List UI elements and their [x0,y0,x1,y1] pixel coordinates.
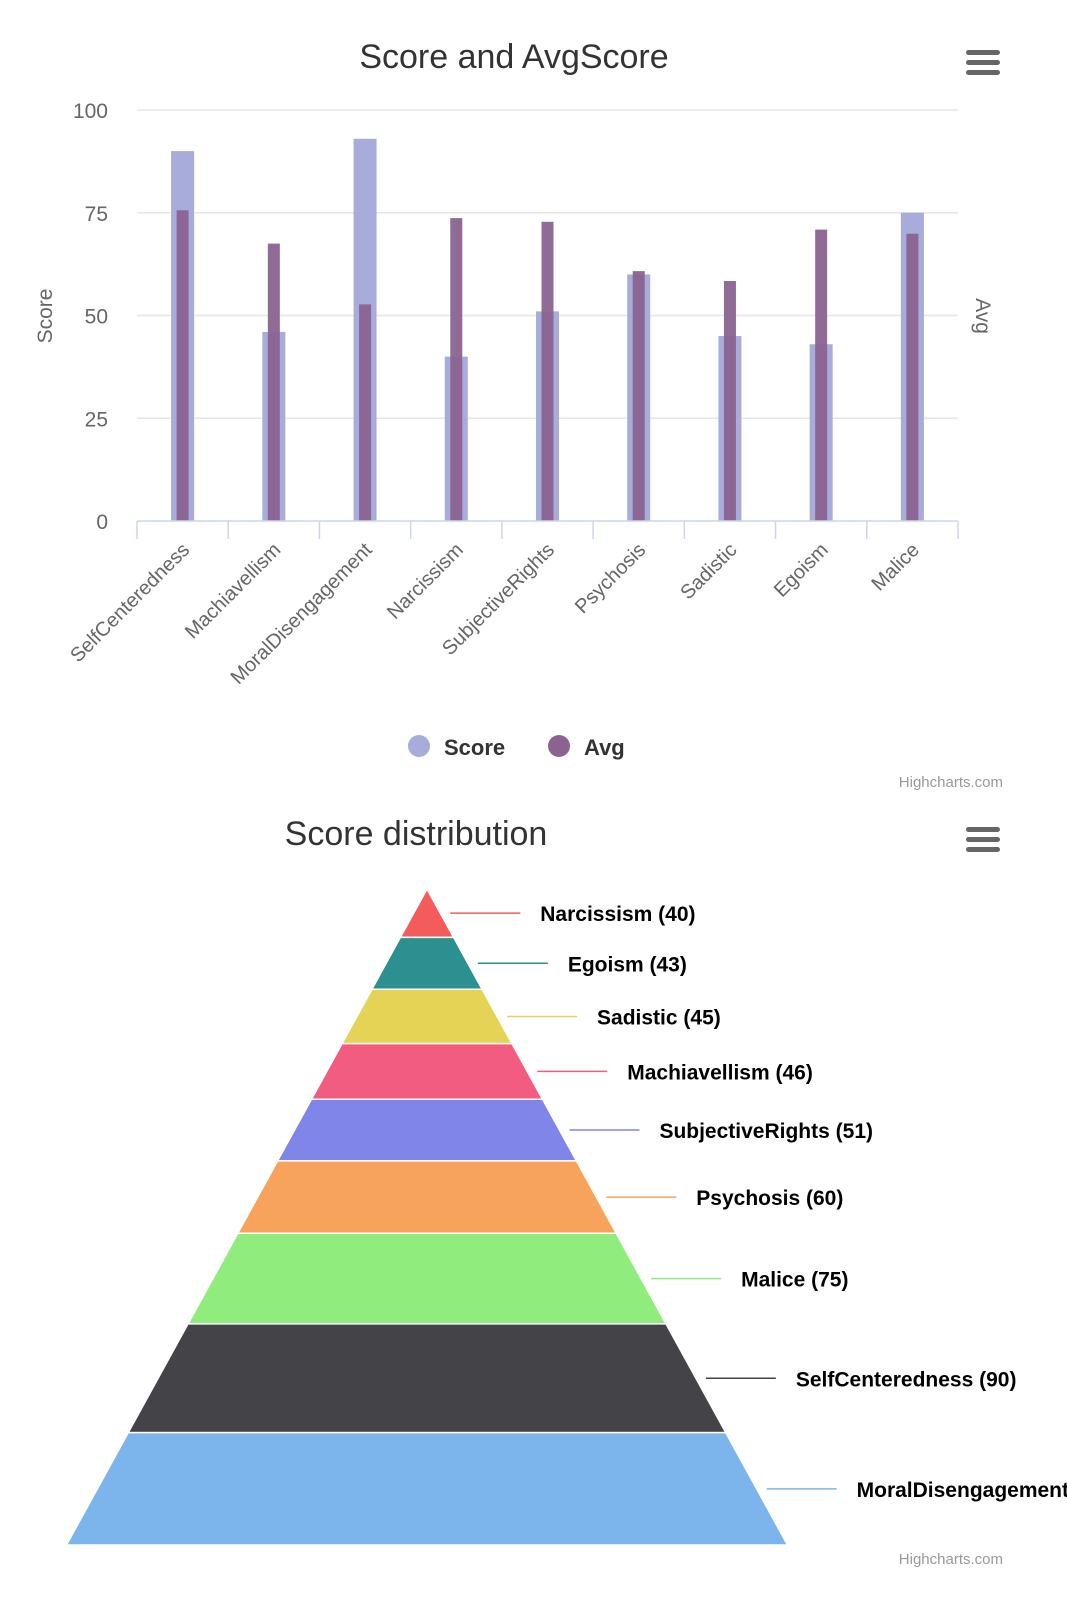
credits[interactable]: Highcharts.com [899,774,1003,791]
pyramid-segment-sadistic[interactable] [340,988,514,1045]
chart-menu-button[interactable] [966,50,1000,78]
legend-item-avg[interactable]: Avg [584,735,625,760]
data-label: Egoism (43) [568,953,687,976]
pyramid-segment-egoism[interactable] [370,936,484,991]
x-tick-label: Malice [867,539,923,595]
pyramid-segment-narcissism[interactable] [399,887,455,939]
avg-bar [906,233,919,521]
legend-item-score[interactable]: Score [444,735,505,760]
chart-title: Score distribution [285,815,548,853]
avg-bar [541,221,554,522]
x-tick-label: Sadistic [676,539,741,604]
x-tick-label: Egoism [770,539,833,602]
data-label: Psychosis (60) [696,1187,843,1210]
y-axis-right-title: Avg [971,298,994,334]
data-label: SelfCenteredness (90) [796,1368,1017,1391]
avg-bar [815,229,828,521]
y-tick-label: 75 [85,203,108,226]
y-tick-label: 50 [85,306,108,329]
legend-marker [408,735,430,757]
y-tick-label: 100 [73,100,108,123]
data-label: Malice (75) [741,1269,848,1292]
avg-bar [723,280,736,521]
x-tick-label: SelfCenteredness [66,539,194,667]
avg-bar [450,218,463,521]
avg-bar [267,243,280,521]
pyramid-segment-selfcenteredness[interactable] [126,1323,728,1434]
avg-bar [176,210,189,521]
avg-bar [632,271,645,521]
data-label: SubjectiveRights (51) [659,1120,873,1143]
legend-marker [548,735,570,757]
y-axis-title: Score [34,289,57,344]
x-tick-label: Narcissism [383,539,468,624]
pyramid-segment-psychosis[interactable] [236,1160,618,1235]
x-tick-label: Machiavellism [181,539,285,643]
credits[interactable]: Highcharts.com [899,1551,1003,1568]
chart-title: Score and AvgScore [359,38,668,76]
pyramid-segment-malice[interactable] [186,1232,668,1325]
chart-menu-button[interactable] [966,827,1000,855]
data-label: Narcissism (40) [540,903,695,926]
pyramid-segment-moraldisengagement[interactable] [65,1431,789,1546]
avg-bar [359,304,372,521]
x-tick-label: Psychosis [571,539,650,618]
pyramid-segment-machiavellism[interactable] [310,1042,544,1100]
y-tick-label: 25 [85,408,108,431]
data-label: Sadistic (45) [597,1006,721,1029]
data-label: MoralDisengagement (93) [857,1479,1067,1502]
pyramid-segment-subjectiverights[interactable] [276,1098,578,1162]
data-label: Machiavellism (46) [627,1061,813,1084]
y-tick-label: 0 [96,511,108,534]
